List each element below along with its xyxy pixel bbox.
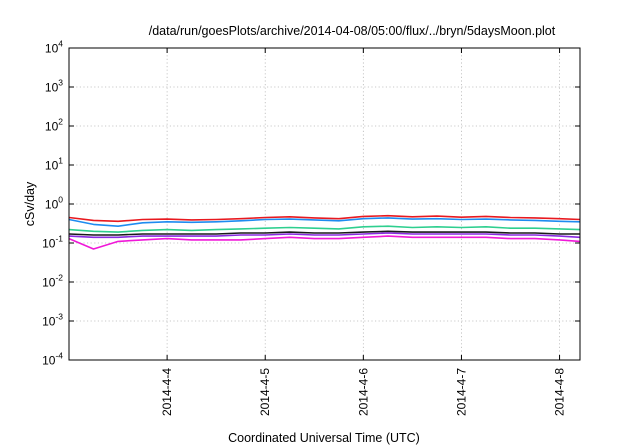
series-group xyxy=(68,214,581,250)
y-tick-label: 10-4 xyxy=(42,351,63,368)
x-tick-label: 2014-4-5 xyxy=(258,368,272,416)
y-tick-label: 103 xyxy=(45,78,63,95)
y-tick-label: 10-2 xyxy=(42,273,63,290)
chart-title: /data/run/goesPlots/archive/2014-04-08/0… xyxy=(149,24,556,38)
axes: 10-4 10-3 10-2 10-1 100 101 102 103 104 2014-4-4 2… xyxy=(42,39,580,416)
y-axis-label: cSv/day xyxy=(23,181,37,226)
series-line xyxy=(68,214,581,223)
x-tick-label: 2014-4-6 xyxy=(356,368,370,416)
x-tick-label: 2014-4-8 xyxy=(553,368,567,416)
plot-frame xyxy=(68,47,581,361)
series-line xyxy=(68,235,581,250)
y-tick-label: 104 xyxy=(45,39,63,56)
y-tick-label: 102 xyxy=(45,117,63,134)
series-line xyxy=(68,225,581,233)
y-tick-label: 100 xyxy=(45,195,63,212)
x-tick-label: 2014-4-7 xyxy=(454,368,468,416)
y-tick-label: 10-1 xyxy=(42,234,63,251)
x-axis-label: Coordinated Universal Time (UTC) xyxy=(228,431,420,445)
series-line xyxy=(68,232,581,239)
y-tick-label: 101 xyxy=(45,156,63,173)
x-tick-label: 2014-4-4 xyxy=(160,368,174,416)
series-line xyxy=(68,217,581,227)
y-tick-label: 10-3 xyxy=(42,312,63,329)
series-line xyxy=(68,230,580,236)
grid xyxy=(69,48,580,360)
